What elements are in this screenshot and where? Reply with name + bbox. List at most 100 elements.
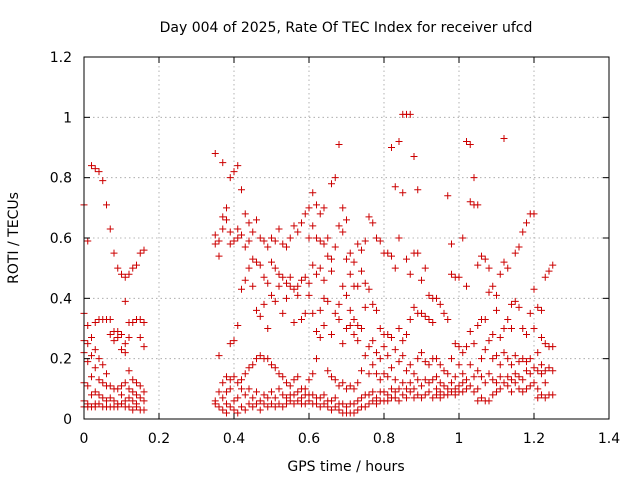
data-point: [283, 400, 290, 408]
x-tick-label: 0.2: [148, 431, 170, 447]
data-point: [118, 400, 125, 408]
data-point: [369, 219, 377, 227]
data-point: [279, 373, 287, 381]
data-point: [365, 285, 373, 293]
data-point: [444, 385, 452, 393]
data-point: [238, 186, 245, 194]
data-point: [226, 240, 234, 248]
data-point: [320, 294, 328, 302]
data-point: [478, 394, 485, 402]
data-point: [451, 385, 459, 393]
data-point: [320, 204, 328, 212]
data-point: [395, 358, 403, 366]
data-point: [286, 273, 294, 281]
data-point: [283, 243, 290, 251]
data-point: [95, 376, 103, 384]
data-point: [365, 343, 373, 351]
data-point: [534, 394, 542, 402]
data-point: [376, 355, 384, 363]
data-point: [519, 228, 527, 236]
data-point: [500, 379, 508, 387]
data-point: [384, 391, 392, 399]
data-point: [526, 355, 534, 363]
data-point: [264, 243, 272, 251]
data-point: [373, 370, 380, 378]
data-point: [455, 361, 463, 369]
data-point: [346, 306, 354, 314]
data-point: [226, 340, 234, 348]
data-point: [264, 325, 272, 332]
data-point: [474, 397, 482, 405]
data-point: [541, 340, 549, 348]
data-point: [530, 210, 538, 218]
data-point: [129, 388, 137, 396]
data-point: [433, 355, 440, 363]
data-point: [481, 379, 489, 387]
data-point: [485, 337, 493, 345]
data-point: [305, 376, 313, 384]
data-point: [335, 222, 343, 230]
data-point: [114, 385, 122, 393]
x-tick-label: 1.2: [523, 431, 545, 447]
data-point: [268, 400, 275, 408]
data-point: [301, 210, 309, 218]
data-point: [339, 282, 347, 290]
data-point: [226, 403, 234, 411]
data-point: [538, 334, 545, 342]
data-point: [125, 270, 133, 278]
data-point: [241, 210, 249, 218]
data-point: [425, 291, 433, 299]
data-point: [301, 385, 309, 393]
y-axis-label: ROTI / TECUs: [6, 192, 22, 284]
data-point: [275, 270, 283, 278]
data-point: [466, 140, 474, 148]
data-point: [129, 406, 137, 414]
data-point: [264, 403, 272, 411]
data-point: [541, 394, 549, 402]
data-point: [249, 361, 257, 369]
data-point: [129, 397, 137, 405]
data-point: [365, 370, 373, 378]
data-point: [290, 222, 298, 230]
data-point: [211, 240, 219, 248]
data-point: [451, 391, 459, 399]
x-tick-label: 1: [455, 431, 464, 447]
data-point: [133, 261, 140, 269]
data-point: [84, 340, 92, 348]
data-point: [268, 234, 275, 242]
data-point: [140, 246, 148, 254]
data-point: [406, 361, 414, 369]
data-point: [238, 231, 245, 239]
data-point: [429, 318, 437, 326]
data-point: [283, 379, 290, 387]
data-point: [380, 343, 388, 351]
data-point: [376, 376, 384, 384]
data-point: [121, 340, 129, 348]
data-point: [129, 264, 137, 272]
data-point: [290, 391, 298, 399]
data-point: [373, 400, 380, 408]
data-point: [403, 367, 410, 375]
data-point: [459, 379, 467, 387]
data-point: [414, 249, 422, 257]
data-point: [324, 403, 332, 411]
data-point: [313, 328, 320, 336]
data-point: [335, 140, 343, 148]
data-point: [264, 394, 272, 402]
x-tick-label: 0.8: [373, 431, 395, 447]
data-point: [110, 397, 118, 405]
data-point: [136, 315, 144, 323]
data-point: [294, 388, 302, 396]
data-point: [425, 361, 433, 369]
data-point: [313, 355, 320, 363]
data-point: [493, 379, 500, 387]
data-point: [238, 385, 245, 393]
data-point: [84, 237, 92, 245]
data-point: [290, 285, 298, 293]
data-point: [369, 337, 377, 345]
data-point: [440, 309, 448, 317]
data-point: [279, 273, 287, 281]
data-point: [545, 267, 553, 275]
data-point: [238, 376, 245, 384]
data-point: [271, 394, 279, 402]
